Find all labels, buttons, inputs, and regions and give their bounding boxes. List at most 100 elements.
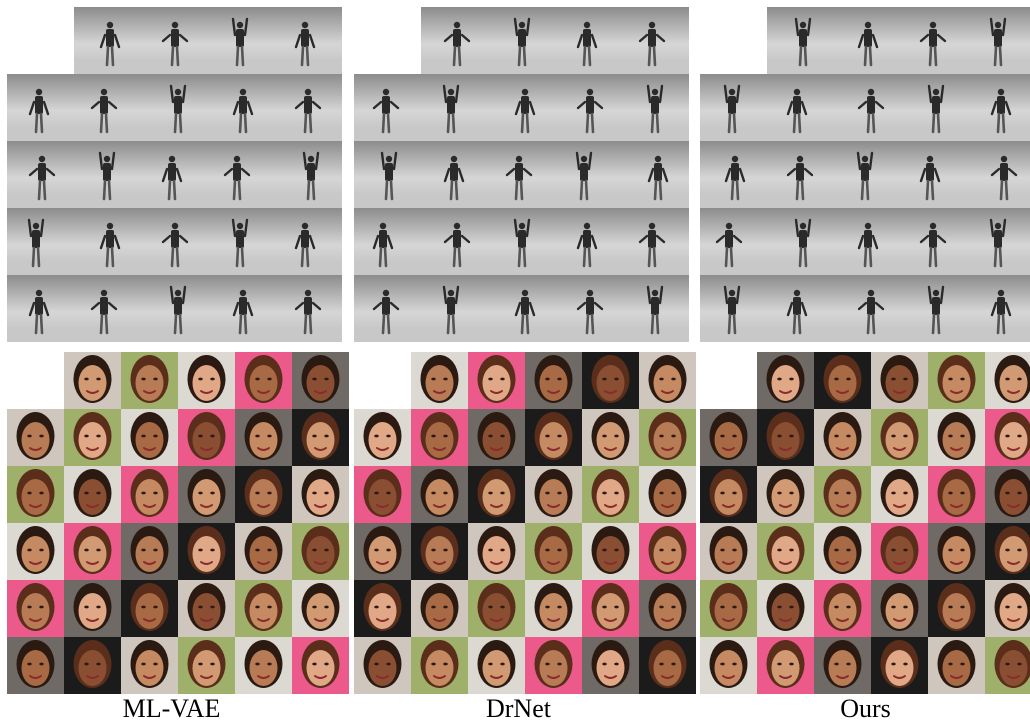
pose-thumbnail xyxy=(488,275,555,342)
face-thumbnail xyxy=(468,466,525,523)
pose-thumbnail xyxy=(767,74,834,141)
face-thumbnail xyxy=(814,409,871,466)
pose-thumbnail xyxy=(622,7,689,74)
face-thumbnail xyxy=(985,352,1030,409)
pose-thumbnail xyxy=(622,208,689,275)
face-thumbnail xyxy=(639,466,696,523)
face-thumbnail xyxy=(814,352,871,409)
face-thumbnail xyxy=(871,580,928,637)
pose-thumbnail xyxy=(622,74,689,141)
face-thumbnail xyxy=(178,466,235,523)
face-thumbnail xyxy=(121,352,178,409)
pose-thumbnail xyxy=(208,141,275,208)
pose-thumbnail xyxy=(834,7,901,74)
face-thumbnail xyxy=(354,409,411,466)
face-thumbnail xyxy=(121,409,178,466)
face-thumbnail xyxy=(411,580,468,637)
pose-thumbnail xyxy=(354,141,421,208)
pose-thumbnail xyxy=(968,141,1030,208)
face-thumbnail xyxy=(639,523,696,580)
face-thumbnail xyxy=(411,637,468,694)
pose-thumbnail xyxy=(275,208,342,275)
pose-thumbnail xyxy=(555,7,622,74)
pose-thumbnail xyxy=(7,208,74,275)
face-thumbnail xyxy=(468,409,525,466)
face-thumbnail xyxy=(354,523,411,580)
face-thumbnail xyxy=(871,466,928,523)
pose-thumbnail xyxy=(767,141,834,208)
pose-thumbnail xyxy=(901,208,968,275)
face-thumbnail xyxy=(468,637,525,694)
face-thumbnail xyxy=(757,637,814,694)
pose-thumbnail xyxy=(141,7,208,74)
face-thumbnail xyxy=(814,523,871,580)
face-thumbnail xyxy=(928,523,985,580)
face-thumbnail xyxy=(354,580,411,637)
pose-thumbnail xyxy=(901,141,968,208)
face-thumbnail xyxy=(235,523,292,580)
pose-thumbnail xyxy=(208,208,275,275)
pose-thumbnail xyxy=(555,74,622,141)
pose-thumbnail xyxy=(555,141,622,208)
pose-thumbnail xyxy=(421,275,488,342)
face-thumbnail xyxy=(525,523,582,580)
pose-thumbnail xyxy=(488,141,555,208)
face-thumbnail xyxy=(928,637,985,694)
face-thumbnail xyxy=(525,580,582,637)
caption-drnet: DrNet xyxy=(486,694,551,723)
pose-thumbnail xyxy=(275,141,342,208)
pose-thumbnail xyxy=(141,208,208,275)
face-thumbnail xyxy=(411,352,468,409)
face-thumbnail xyxy=(700,466,757,523)
pose-thumbnail xyxy=(968,208,1030,275)
face-thumbnail xyxy=(178,580,235,637)
face-thumbnail xyxy=(292,580,349,637)
panel-drnet xyxy=(354,0,697,700)
face-thumbnail xyxy=(700,523,757,580)
pose-thumbnail xyxy=(354,208,421,275)
pose-thumbnail xyxy=(700,74,767,141)
face-thumbnail xyxy=(121,523,178,580)
pose-thumbnail xyxy=(488,208,555,275)
face-thumbnail xyxy=(468,580,525,637)
face-thumbnail xyxy=(757,466,814,523)
face-thumbnail xyxy=(871,523,928,580)
pose-thumbnail xyxy=(901,7,968,74)
face-thumbnail xyxy=(178,637,235,694)
pose-thumbnail xyxy=(968,7,1030,74)
pose-thumbnail xyxy=(275,74,342,141)
pose-thumbnail xyxy=(141,141,208,208)
face-thumbnail xyxy=(928,466,985,523)
face-thumbnail xyxy=(639,409,696,466)
pose-thumbnail xyxy=(488,7,555,74)
caption-ours: Ours xyxy=(840,694,891,723)
pose-thumbnail xyxy=(968,74,1030,141)
face-thumbnail xyxy=(700,409,757,466)
face-thumbnail xyxy=(354,466,411,523)
face-thumbnail xyxy=(985,523,1030,580)
face-thumbnail xyxy=(525,637,582,694)
face-thumbnail xyxy=(7,580,64,637)
face-thumbnail xyxy=(985,637,1030,694)
face-thumbnail xyxy=(7,409,64,466)
face-thumbnail xyxy=(582,580,639,637)
pose-thumbnail xyxy=(275,275,342,342)
pose-thumbnail xyxy=(354,74,421,141)
face-thumbnail xyxy=(292,409,349,466)
face-thumbnail xyxy=(7,523,64,580)
pose-thumbnail xyxy=(74,275,141,342)
pose-thumbnail xyxy=(968,275,1030,342)
face-thumbnail xyxy=(64,352,121,409)
face-thumbnail xyxy=(582,352,639,409)
pose-thumbnail xyxy=(767,275,834,342)
face-thumbnail xyxy=(582,409,639,466)
face-thumbnail xyxy=(525,352,582,409)
face-thumbnail xyxy=(292,637,349,694)
face-thumbnail xyxy=(582,466,639,523)
face-thumbnail xyxy=(468,352,525,409)
face-thumbnail xyxy=(411,523,468,580)
pose-thumbnail xyxy=(7,141,74,208)
face-thumbnail xyxy=(700,637,757,694)
face-thumbnail xyxy=(235,352,292,409)
face-thumbnail xyxy=(757,523,814,580)
